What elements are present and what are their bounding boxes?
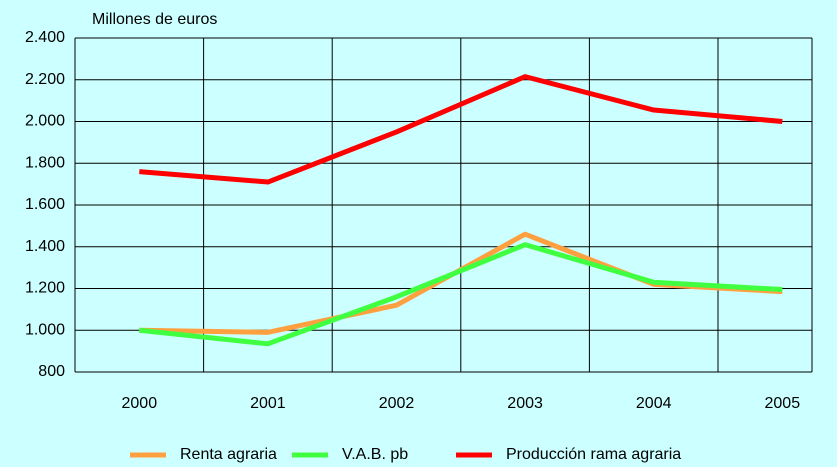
series-line [139, 242, 783, 347]
series-line [139, 74, 783, 185]
y-tick-label: 2.400 [25, 29, 65, 46]
x-tick-label: 2004 [636, 395, 672, 412]
y-tick-label: 1.400 [25, 238, 65, 255]
x-tick-label: 2003 [507, 395, 543, 412]
y-tick-label: 800 [38, 363, 65, 380]
y-tick-label: 2.200 [25, 71, 65, 88]
x-tick-label: 2005 [765, 395, 801, 412]
legend-label: Renta agraria [180, 446, 277, 463]
legend-label: V.A.B. pb [342, 446, 408, 463]
x-tick-label: 2001 [250, 395, 286, 412]
legend-label: Producción rama agraria [506, 446, 681, 463]
y-tick-label: 1.000 [25, 321, 65, 338]
y-tick-label: 2.000 [25, 113, 65, 130]
x-tick-label: 2002 [379, 395, 415, 412]
y-axis-label: Millones de euros [92, 11, 217, 28]
y-tick-label: 1.600 [25, 196, 65, 213]
y-tick-label: 1.800 [25, 154, 65, 171]
y-tick-label: 1.200 [25, 280, 65, 297]
x-tick-label: 2000 [122, 395, 158, 412]
